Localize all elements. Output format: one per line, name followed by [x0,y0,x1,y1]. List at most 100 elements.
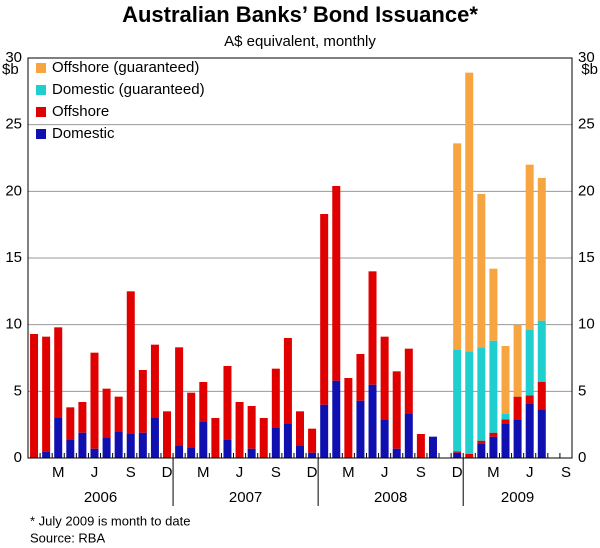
legend-label: Offshore (guaranteed) [52,59,199,76]
bar-segment [477,194,486,348]
bar-segment [380,419,389,458]
bar-segment [525,330,534,396]
bar-segment [30,334,39,458]
bar-segment [501,414,510,420]
bar-segment [42,451,51,458]
bar-segment [404,414,413,458]
bar-segment [126,434,135,458]
bar-segment [453,452,462,458]
bar-segment [489,268,498,341]
x-tick-label: S [561,464,571,481]
bar-segment [42,336,51,452]
y-tick-label-right: 0 [578,449,586,466]
y-tick-label-right: 5 [578,382,586,399]
y-tick-label: 30 [5,49,22,66]
bar-segment [489,340,498,433]
bar-segment [477,440,486,444]
source: Source: RBA [30,530,105,545]
x-tick-label: S [416,464,426,481]
footnote: * July 2009 is month to date [30,513,190,528]
bar-segment [102,438,111,458]
legend-swatch [36,85,46,95]
bar-segment [271,427,280,458]
bar-segment [78,402,87,433]
bar-segment [465,454,474,458]
bar-segment [175,446,184,458]
bar-segment [416,434,425,458]
x-tick-label: M [52,464,65,481]
year-label: 2009 [501,489,534,506]
bar-segment [54,418,63,458]
x-tick-label: S [126,464,136,481]
bar-segment [453,143,462,350]
bar-segment [477,347,486,441]
bar-segment [223,439,232,458]
bar-segment [235,402,244,458]
y-tick-label-right: 10 [578,316,595,333]
bar-segment [525,164,534,330]
bar-segment [392,371,401,449]
bar-segment [247,448,256,458]
bar-segment [537,382,546,410]
bar-segment [477,443,486,458]
bar-segment [368,384,377,458]
bar-segment [525,403,534,458]
x-tick-label: J [236,464,244,481]
y-tick-label: 15 [5,249,22,266]
y-tick-label-right: 15 [578,249,595,266]
legend-label: Domestic [52,125,115,142]
bar-segment [501,419,510,424]
bar-segment [66,407,75,440]
bar-segment [537,320,546,382]
bar-segment [332,186,341,381]
bar-segment [296,446,304,458]
bar-segment [513,396,522,420]
bar-segment [54,327,63,418]
y-tick-label: 0 [14,449,22,466]
bar-segment [187,392,196,448]
y-tick-label-right: 30 [578,49,595,66]
year-label: 2008 [374,489,407,506]
bar-segment [489,436,498,458]
bar-segment [332,380,341,458]
year-label: 2007 [229,489,262,506]
bar-segment [138,432,147,458]
legend-swatch [36,63,46,73]
bar-segment [308,428,317,453]
bar-segment [489,432,498,437]
x-tick-label: D [307,464,318,481]
bar-segment [453,350,462,452]
plot-frame [27,57,573,459]
x-tick-label: J [526,464,534,481]
bar-segment [380,336,389,420]
bar-segment [78,432,87,458]
x-tick-label: M [197,464,210,481]
bar-segment [308,452,317,458]
bar-segment [296,411,304,446]
bar-segment [428,436,437,458]
bar-segment [537,410,546,458]
bar-segment [465,351,474,454]
legend-swatch [36,129,46,139]
chart-subtitle: A$ equivalent, monthly [224,33,376,50]
x-tick-label: M [487,464,500,481]
y-tick-label-right: 20 [578,182,595,199]
legend-label: Offshore [52,103,109,120]
y-unit-right: $b [581,61,598,78]
x-tick-label: M [342,464,355,481]
bar-segment [150,344,159,418]
bar-segment [356,354,365,401]
bar-segment [66,439,75,458]
bar-segment [283,423,292,458]
bar-segment [114,396,123,432]
y-tick-label: 25 [5,116,22,133]
bar-segment [114,431,123,458]
bar-segment [247,406,256,449]
legend-swatch [36,107,46,117]
bar-segment [259,418,268,458]
bar-segment [187,447,196,458]
bar-segment [211,418,220,458]
bar-segment [138,370,147,433]
year-label: 2006 [84,489,117,506]
bar-segment [223,366,232,440]
